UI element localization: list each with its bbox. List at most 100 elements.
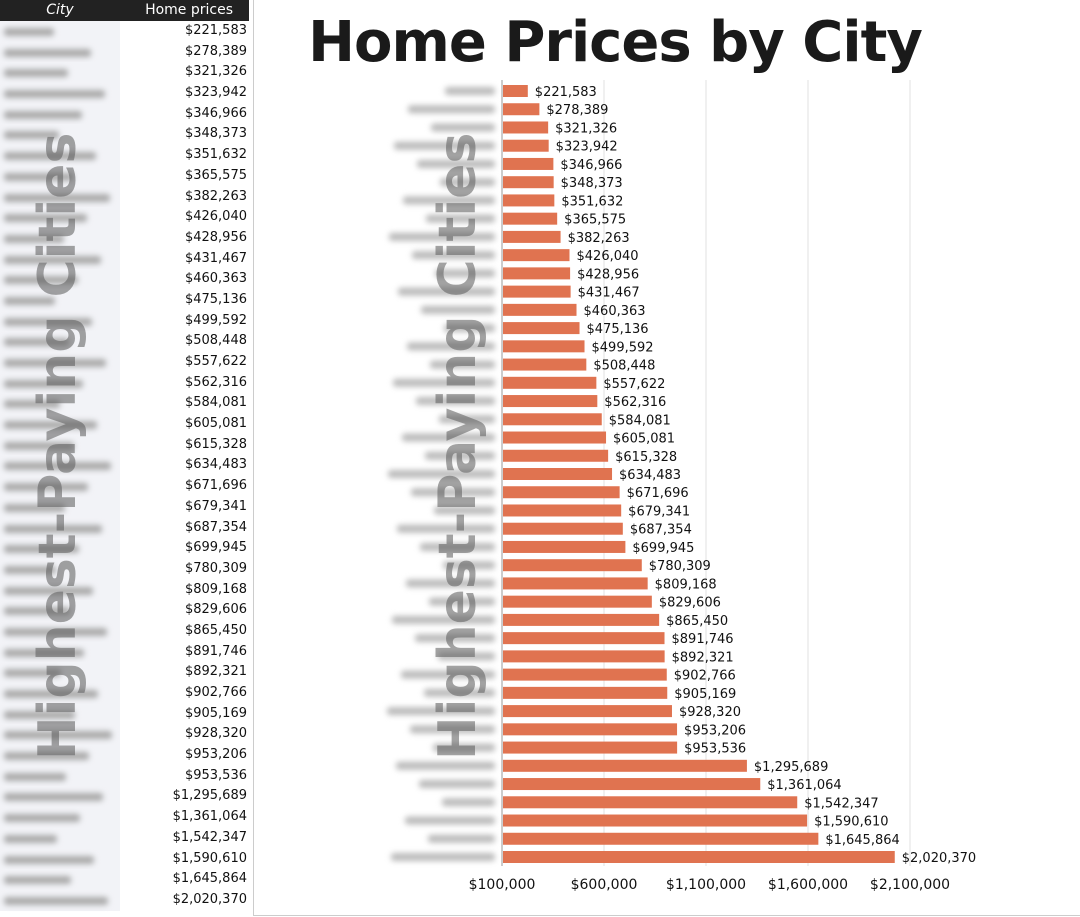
price-cell: $953,206 [184, 747, 247, 763]
bar-label: $1,361,064 [767, 778, 841, 793]
city-label-blurred [426, 214, 495, 223]
table-row: $428,956 [0, 227, 249, 249]
city-label-blurred [444, 324, 495, 333]
city-cell-blurred [0, 310, 120, 332]
city-cell-blurred [0, 538, 120, 559]
bar-label: $699,945 [632, 541, 694, 556]
bar [503, 468, 613, 480]
city-label-blurred [445, 87, 495, 95]
price-cell: $671,696 [184, 478, 247, 494]
table-row: $679,341 [0, 496, 249, 518]
price-cell: $605,081 [184, 416, 247, 432]
bar [503, 650, 665, 663]
bar-label: $953,206 [684, 723, 746, 738]
bar-label: $905,169 [674, 687, 736, 702]
table-row: $634,483 [0, 455, 249, 477]
bar [503, 522, 623, 535]
table-row: $780,309 [0, 558, 249, 580]
price-cell: $557,622 [184, 354, 247, 369]
bar-label: $351,632 [561, 194, 623, 209]
city-label-blurred [425, 451, 495, 460]
city-label-blurred [408, 105, 495, 114]
price-cell: $1,590,610 [172, 850, 247, 866]
table-row: $928,320 [0, 724, 249, 746]
city-cell-blurred [0, 331, 120, 352]
table-row: $1,542,347 [0, 827, 249, 849]
bar-label: $892,321 [672, 650, 734, 665]
bar [503, 486, 620, 499]
bar-label: $865,450 [666, 614, 728, 629]
city-label-blurred [433, 743, 495, 752]
table-row: $508,448 [0, 331, 249, 352]
bar [503, 212, 558, 225]
city-cell-blurred [0, 786, 120, 808]
bar [503, 358, 587, 371]
table-row: $475,136 [0, 289, 249, 311]
bar-label: $321,326 [555, 121, 617, 136]
table-row: $278,389 [0, 41, 249, 63]
city-label-blurred [410, 725, 495, 734]
city-label-blurred [406, 579, 495, 588]
table-row: $460,363 [0, 269, 249, 290]
watermark: Highest-Paying Cities [428, 132, 488, 760]
table-row: $1,361,064 [0, 807, 249, 828]
price-cell: $1,645,864 [172, 871, 247, 887]
bar [503, 449, 609, 462]
table-row: $562,316 [0, 372, 249, 394]
city-cell-blurred [0, 434, 120, 456]
price-cell: $902,766 [184, 685, 247, 700]
bar-label: $431,467 [578, 286, 640, 301]
bar-label: $829,606 [659, 596, 721, 611]
bar [503, 577, 648, 590]
table-row: $699,945 [0, 538, 249, 559]
price-cell: $584,081 [184, 395, 247, 411]
bar [503, 413, 602, 426]
bar [503, 267, 571, 280]
watermark: Highest-Paying Cities [28, 132, 88, 760]
table-row: $953,536 [0, 765, 249, 787]
bar-label: $382,263 [568, 231, 630, 246]
city-label-blurred [431, 123, 495, 132]
x-tick-label: $1,100,000 [666, 877, 746, 893]
table-row: $382,263 [0, 186, 249, 208]
bar-label: $557,622 [603, 377, 665, 392]
table-row: $365,575 [0, 165, 249, 187]
bar-label: $221,583 [535, 85, 597, 100]
city-cell-blurred [0, 765, 120, 787]
price-cell: $928,320 [184, 726, 247, 742]
city-label-blurred [389, 232, 495, 241]
bar [503, 194, 555, 207]
bar [503, 832, 819, 845]
price-cell: $780,309 [184, 560, 247, 576]
city-cell-blurred [0, 724, 120, 746]
bar [503, 559, 642, 572]
bar-label: $365,575 [564, 213, 626, 228]
city-label-blurred [397, 524, 495, 533]
bar [503, 686, 668, 699]
bar-label: $605,081 [613, 432, 675, 447]
table-row: $809,168 [0, 579, 249, 601]
price-cell: $1,295,689 [172, 788, 247, 804]
bar [503, 632, 665, 645]
bar [503, 121, 549, 134]
header-city: City [46, 2, 74, 18]
city-cell-blurred [0, 455, 120, 477]
city-label-blurred [428, 834, 495, 843]
bar [503, 595, 652, 608]
city-label-blurred [435, 269, 495, 278]
table-row: $348,373 [0, 124, 249, 146]
price-cell: $426,040 [184, 209, 247, 225]
price-cell: $346,966 [184, 105, 247, 121]
bar-label: $1,645,864 [825, 833, 899, 848]
city-cell-blurred [0, 600, 120, 621]
city-cell-blurred [0, 186, 120, 208]
price-cell: $891,746 [184, 643, 247, 659]
bar-label: $615,328 [615, 450, 677, 465]
city-label-blurred [440, 178, 495, 187]
bar [503, 705, 672, 718]
city-label-blurred [393, 378, 495, 387]
city-cell-blurred [0, 703, 120, 725]
city-cell-blurred [0, 889, 120, 911]
bar [503, 668, 667, 681]
